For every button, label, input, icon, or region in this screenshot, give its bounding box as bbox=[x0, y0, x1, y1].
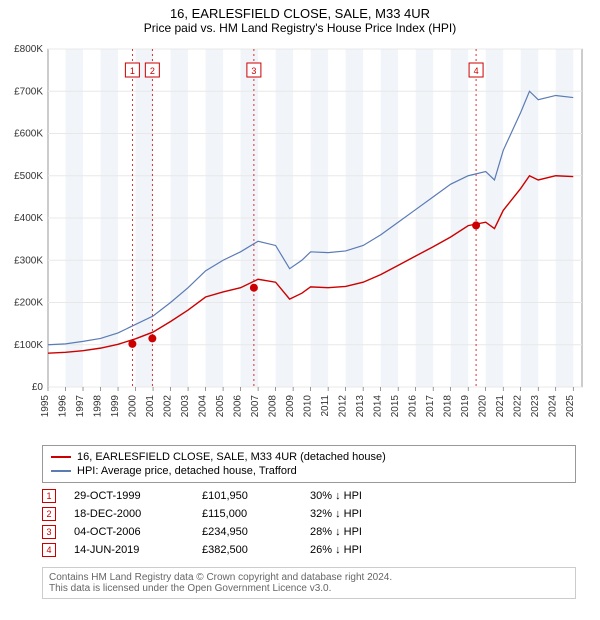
sale-delta: 28% ↓ HPI bbox=[310, 526, 400, 538]
sale-date: 29-OCT-1999 bbox=[74, 490, 184, 502]
svg-text:2000: 2000 bbox=[128, 395, 139, 418]
sale-delta: 30% ↓ HPI bbox=[310, 490, 400, 502]
svg-text:2014: 2014 bbox=[373, 395, 384, 418]
sale-date: 04-OCT-2006 bbox=[74, 526, 184, 538]
chart-subtitle: Price paid vs. HM Land Registry's House … bbox=[0, 21, 600, 39]
svg-text:1998: 1998 bbox=[93, 395, 104, 418]
svg-text:£600K: £600K bbox=[14, 129, 43, 140]
svg-text:2015: 2015 bbox=[390, 395, 401, 418]
svg-text:2019: 2019 bbox=[460, 395, 471, 418]
svg-text:2007: 2007 bbox=[250, 395, 261, 418]
svg-text:2005: 2005 bbox=[215, 395, 226, 418]
svg-text:2023: 2023 bbox=[530, 395, 541, 418]
sale-delta: 26% ↓ HPI bbox=[310, 544, 400, 556]
sale-marker-box: 3 bbox=[42, 525, 56, 539]
svg-text:£700K: £700K bbox=[14, 86, 43, 97]
sale-row: 3 04-OCT-2006 £234,950 28% ↓ HPI bbox=[42, 523, 576, 541]
legend-swatch bbox=[51, 470, 71, 472]
svg-text:2001: 2001 bbox=[145, 395, 156, 418]
sale-marker-box: 4 bbox=[42, 543, 56, 557]
chart-title: 16, EARLESFIELD CLOSE, SALE, M33 4UR bbox=[0, 0, 600, 21]
svg-text:£300K: £300K bbox=[14, 255, 43, 266]
svg-text:2024: 2024 bbox=[548, 395, 559, 418]
svg-text:2018: 2018 bbox=[443, 395, 454, 418]
sale-price: £115,000 bbox=[202, 508, 292, 520]
chart-area: £0 £100K £200K £300K £400K £500K £600K £700K £80… bbox=[0, 39, 600, 439]
sale-date: 14-JUN-2019 bbox=[74, 544, 184, 556]
svg-text:2009: 2009 bbox=[285, 395, 296, 418]
svg-text:2025: 2025 bbox=[565, 395, 576, 418]
svg-text:2008: 2008 bbox=[268, 395, 279, 418]
svg-text:£100K: £100K bbox=[14, 340, 43, 351]
sale-price: £382,500 bbox=[202, 544, 292, 556]
svg-text:1997: 1997 bbox=[75, 395, 86, 418]
line-chart-svg: £0 £100K £200K £300K £400K £500K £600K £700K £80… bbox=[0, 39, 600, 439]
sale-delta: 32% ↓ HPI bbox=[310, 508, 400, 520]
svg-text:2017: 2017 bbox=[425, 395, 436, 418]
svg-text:£0: £0 bbox=[32, 382, 44, 393]
svg-text:£500K: £500K bbox=[14, 171, 43, 182]
svg-text:2016: 2016 bbox=[408, 395, 419, 418]
svg-text:3: 3 bbox=[251, 66, 256, 76]
svg-text:2003: 2003 bbox=[180, 395, 191, 418]
legend-row: 16, EARLESFIELD CLOSE, SALE, M33 4UR (de… bbox=[51, 450, 567, 464]
svg-text:£200K: £200K bbox=[14, 298, 43, 309]
svg-text:2002: 2002 bbox=[163, 395, 174, 418]
sale-row: 1 29-OCT-1999 £101,950 30% ↓ HPI bbox=[42, 487, 576, 505]
svg-text:2004: 2004 bbox=[198, 395, 209, 418]
svg-text:£400K: £400K bbox=[14, 213, 43, 224]
sale-row: 4 14-JUN-2019 £382,500 26% ↓ HPI bbox=[42, 541, 576, 559]
attribution-footer: Contains HM Land Registry data © Crown c… bbox=[42, 567, 576, 599]
footer-line: Contains HM Land Registry data © Crown c… bbox=[49, 572, 569, 583]
svg-text:2013: 2013 bbox=[355, 395, 366, 418]
svg-text:4: 4 bbox=[474, 66, 479, 76]
sale-row: 2 18-DEC-2000 £115,000 32% ↓ HPI bbox=[42, 505, 576, 523]
svg-text:2: 2 bbox=[150, 66, 155, 76]
svg-text:2010: 2010 bbox=[303, 395, 314, 418]
legend-row: HPI: Average price, detached house, Traf… bbox=[51, 464, 567, 478]
legend-box: 16, EARLESFIELD CLOSE, SALE, M33 4UR (de… bbox=[42, 445, 576, 483]
svg-text:1: 1 bbox=[130, 66, 135, 76]
svg-text:2006: 2006 bbox=[233, 395, 244, 418]
svg-text:2020: 2020 bbox=[478, 395, 489, 418]
svg-text:£800K: £800K bbox=[14, 44, 43, 55]
svg-text:1999: 1999 bbox=[110, 395, 121, 418]
svg-text:1996: 1996 bbox=[58, 395, 69, 418]
svg-text:2022: 2022 bbox=[513, 395, 524, 418]
svg-text:2011: 2011 bbox=[320, 395, 331, 417]
svg-text:1995: 1995 bbox=[40, 395, 51, 418]
footer-line: This data is licensed under the Open Gov… bbox=[49, 583, 569, 594]
legend-label: HPI: Average price, detached house, Traf… bbox=[77, 465, 297, 477]
sale-date: 18-DEC-2000 bbox=[74, 508, 184, 520]
legend-swatch bbox=[51, 456, 71, 458]
sale-marker-box: 2 bbox=[42, 507, 56, 521]
svg-text:2021: 2021 bbox=[495, 395, 506, 418]
sale-price: £101,950 bbox=[202, 490, 292, 502]
sale-price: £234,950 bbox=[202, 526, 292, 538]
sale-marker-box: 1 bbox=[42, 489, 56, 503]
svg-text:2012: 2012 bbox=[338, 395, 349, 418]
legend-label: 16, EARLESFIELD CLOSE, SALE, M33 4UR (de… bbox=[77, 451, 386, 463]
figure-container: 16, EARLESFIELD CLOSE, SALE, M33 4UR Pri… bbox=[0, 0, 600, 599]
sales-table: 1 29-OCT-1999 £101,950 30% ↓ HPI 2 18-DEC-200… bbox=[42, 487, 576, 559]
